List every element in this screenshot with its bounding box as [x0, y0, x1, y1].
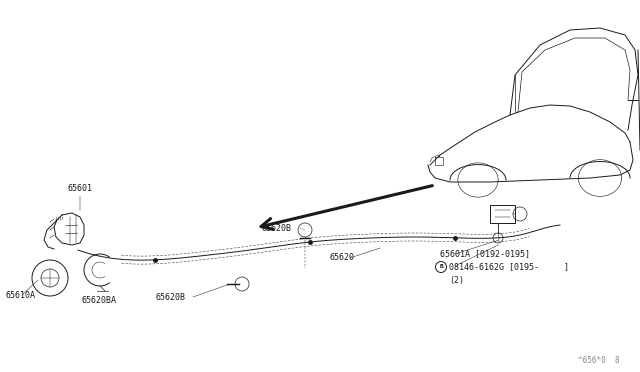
Text: (2): (2): [449, 276, 464, 285]
Text: 65620BA: 65620BA: [82, 296, 117, 305]
Text: 65610A: 65610A: [5, 291, 35, 299]
Text: 65620B: 65620B: [155, 292, 185, 301]
Text: 65601: 65601: [67, 184, 92, 193]
Text: 08146-6162G [0195-     ]: 08146-6162G [0195- ]: [449, 263, 569, 272]
Text: 65620: 65620: [330, 253, 355, 263]
Text: 65620B: 65620B: [261, 224, 291, 232]
Text: 65601A [0192-0195]: 65601A [0192-0195]: [440, 250, 530, 259]
Text: B: B: [439, 264, 443, 269]
Text: ^656*0  8: ^656*0 8: [579, 356, 620, 365]
